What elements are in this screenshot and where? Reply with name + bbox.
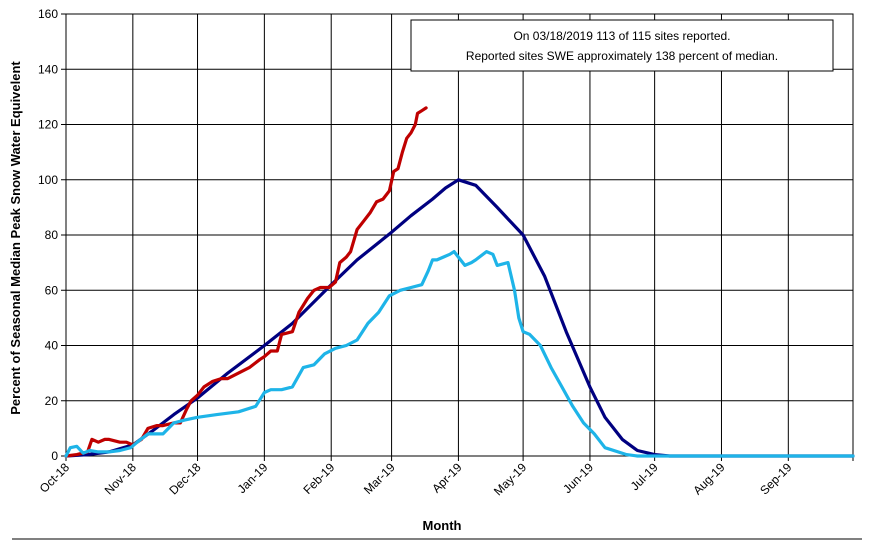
y-tick-label: 80 [45, 228, 59, 242]
series-line-2 [64, 106, 428, 458]
annotation-frame [410, 19, 834, 72]
x-tick-label: Mar-19 [361, 460, 398, 497]
x-tick-label: Sep-19 [757, 460, 794, 497]
series-line-3 [64, 250, 855, 458]
series-line-1 [64, 178, 855, 458]
x-tick-label: Apr-19 [429, 460, 465, 496]
annotation-line-1: On 03/18/2019 113 of 115 sites reported. [513, 29, 730, 43]
grid-lines [65, 13, 854, 457]
y-axis-title: Percent of Seasonal Median Peak Snow Wat… [8, 61, 23, 415]
x-tick-label: Jul-19 [628, 460, 661, 493]
x-tick-label: Jan-19 [235, 460, 271, 496]
y-tick-label: 120 [38, 118, 58, 132]
x-axis-ticks: Oct-18 Nov-18 Dec-18 Jan-19 Feb-19 Mar-19 Apr-… [37, 456, 854, 498]
annotation-line-2: Reported sites SWE approximately 138 per… [466, 49, 778, 63]
x-tick-label: Aug-19 [690, 460, 727, 497]
x-tick-label: Nov-18 [102, 460, 139, 497]
x-tick-label: Dec-18 [166, 460, 203, 497]
x-tick-label: Jun-19 [560, 460, 596, 496]
series-lines [64, 106, 855, 458]
y-axis-ticks: 0 20 40 60 80 100 120 140 160 [38, 7, 66, 463]
y-tick-label: 40 [45, 339, 59, 353]
y-tick-label: 160 [38, 7, 58, 21]
x-axis-title: Month [423, 518, 462, 533]
x-tick-label: May-19 [491, 460, 529, 498]
y-tick-label: 60 [45, 283, 59, 297]
y-tick-label: 100 [38, 173, 58, 187]
x-tick-label: Oct-18 [37, 460, 73, 496]
annotation-box: On 03/18/2019 113 of 115 sites reported.… [410, 19, 834, 72]
x-tick-label: Feb-19 [301, 460, 338, 497]
y-tick-label: 20 [45, 394, 59, 408]
y-tick-label: 140 [38, 62, 58, 76]
y-tick-label: 0 [51, 449, 58, 463]
